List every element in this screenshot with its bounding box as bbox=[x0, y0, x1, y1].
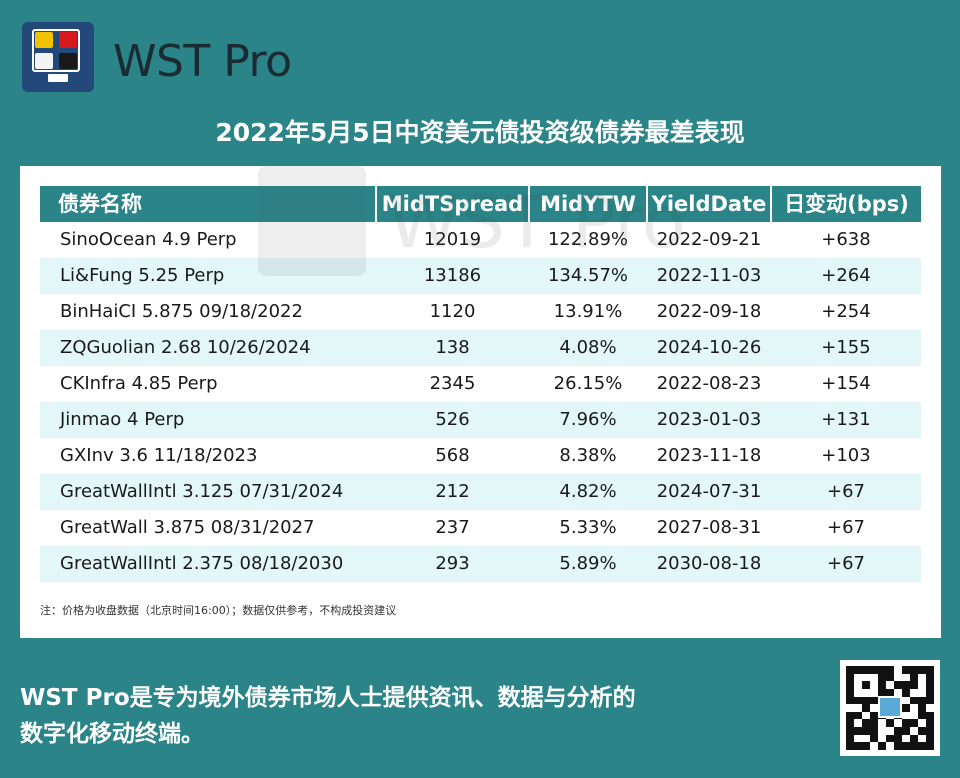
footer-line-2: 数字化移动终端。 bbox=[20, 721, 204, 747]
cell-daily-change: +264 bbox=[771, 258, 921, 294]
table-row: Li&Fung 5.25 Perp 13186 134.57% 2022-11-03 +… bbox=[40, 258, 921, 294]
cell-daily-change: +103 bbox=[821, 445, 871, 466]
cell-midytw: 5.33% bbox=[559, 517, 617, 538]
cell-midytw: 26.15% bbox=[553, 373, 623, 394]
cell-yielddate: 2024-10-26 bbox=[647, 330, 771, 366]
cell-yielddate: 2022-08-23 bbox=[656, 373, 762, 394]
cell-bond-name: SinoOcean 4.9 Perp bbox=[60, 229, 237, 250]
cell-daily-change: +154 bbox=[821, 373, 871, 394]
cell-midtspread: 12019 bbox=[423, 229, 482, 250]
cell-yielddate: 2030-08-18 bbox=[647, 546, 771, 582]
cell-bond-name: BinHaiCI 5.875 09/18/2022 bbox=[60, 301, 303, 322]
page-title: 2022年5月5日中资美元债投资级债券最差表现 bbox=[215, 118, 745, 147]
cell-midtspread: 1120 bbox=[429, 301, 476, 322]
cell-bond-name: GreatWallIntl 2.375 08/18/2030 bbox=[40, 546, 376, 582]
cell-yielddate: 2023-11-18 bbox=[656, 445, 762, 466]
cell-daily-change: +638 bbox=[821, 229, 871, 250]
header-midtspread: MidTSpread bbox=[376, 186, 530, 222]
table-header-row: 债券名称 MidTSpread MidYTW YieldDate 日变动(bps… bbox=[40, 186, 921, 222]
table-row: SinoOcean 4.9 Perp 12019 122.89% 2022-09-21… bbox=[40, 222, 921, 258]
cell-midytw: 122.89% bbox=[547, 229, 629, 250]
cell-bond-name: CKInfra 4.85 Perp bbox=[60, 373, 218, 394]
header-daily-change: 日变动(bps) bbox=[771, 186, 921, 222]
table-row: GXInv 3.6 11/18/2023 568 8.38% 2023-11-18 +1… bbox=[40, 438, 921, 474]
cell-daily-change: +254 bbox=[821, 301, 871, 322]
cell-bond-name: ZQGuolian 2.68 10/26/2024 bbox=[40, 330, 376, 366]
table-row: ZQGuolian 2.68 10/26/2024 138 4.08% 2024-10… bbox=[40, 330, 921, 366]
cell-yielddate: 2022-09-18 bbox=[656, 301, 762, 322]
qr-code-icon bbox=[840, 660, 940, 756]
cell-daily-change: +67 bbox=[771, 546, 921, 582]
cell-midytw: 8.38% bbox=[559, 445, 617, 466]
cell-midtspread: 526 bbox=[376, 402, 529, 438]
cell-midtspread: 293 bbox=[376, 546, 529, 582]
cell-midtspread: 212 bbox=[376, 474, 529, 510]
header-bond-name: 债券名称 bbox=[40, 186, 377, 222]
table-row: CKInfra 4.85 Perp 2345 26.15% 2022-08-23 +15… bbox=[40, 366, 921, 402]
table-row: GreatWallIntl 2.375 08/18/2030 293 5.89% 20… bbox=[40, 546, 921, 582]
footer-text: WST Pro是专为境外债券市场人士提供资讯、数据与分析的 数字化移动终端。 bbox=[20, 680, 800, 752]
cell-daily-change: +155 bbox=[771, 330, 921, 366]
table-row: BinHaiCI 5.875 09/18/2022 1120 13.91% 2022-… bbox=[40, 294, 921, 330]
cell-bond-name: GreatWall 3.875 08/31/2027 bbox=[60, 517, 315, 538]
cell-midtspread: 138 bbox=[376, 330, 529, 366]
cell-yielddate: 2023-01-03 bbox=[647, 402, 771, 438]
cell-midytw: 4.82% bbox=[529, 474, 647, 510]
cell-midytw: 5.89% bbox=[529, 546, 647, 582]
table-row: Jinmao 4 Perp 526 7.96% 2023-01-03 +131 bbox=[40, 402, 921, 438]
cell-midtspread: 237 bbox=[435, 517, 470, 538]
table-row: GreatWallIntl 3.125 07/31/2024 212 4.82% 20… bbox=[40, 474, 921, 510]
cell-midtspread: 568 bbox=[435, 445, 470, 466]
cell-bond-name: GreatWallIntl 3.125 07/31/2024 bbox=[40, 474, 376, 510]
table-card: 债券名称 MidTSpread MidYTW YieldDate 日变动(bps… bbox=[20, 166, 941, 638]
wst-pro-logo-icon bbox=[22, 22, 94, 92]
cell-midytw: 4.08% bbox=[529, 330, 647, 366]
cell-midtspread: 2345 bbox=[429, 373, 476, 394]
cell-daily-change: +67 bbox=[827, 517, 865, 538]
cell-bond-name: Li&Fung 5.25 Perp bbox=[40, 258, 376, 294]
cell-yielddate: 2022-11-03 bbox=[647, 258, 771, 294]
footer-line-1: WST Pro是专为境外债券市场人士提供资讯、数据与分析的 bbox=[20, 685, 636, 711]
cell-midytw: 13.91% bbox=[553, 301, 623, 322]
cell-daily-change: +67 bbox=[771, 474, 921, 510]
cell-bond-name: GXInv 3.6 11/18/2023 bbox=[60, 445, 258, 466]
header-midytw: MidYTW bbox=[529, 186, 648, 222]
header-yielddate: YieldDate bbox=[647, 186, 772, 222]
cell-daily-change: +131 bbox=[771, 402, 921, 438]
cell-midytw: 7.96% bbox=[529, 402, 647, 438]
cell-midytw: 134.57% bbox=[529, 258, 647, 294]
bond-table: 债券名称 MidTSpread MidYTW YieldDate 日变动(bps… bbox=[40, 186, 921, 582]
disclaimer-note: 注：价格为收盘数据（北京时间16:00）；数据仅供参考，不构成投资建议 bbox=[40, 604, 397, 617]
table-row: GreatWall 3.875 08/31/2027 237 5.33% 2027-0… bbox=[40, 510, 921, 546]
cell-yielddate: 2022-09-21 bbox=[656, 229, 762, 250]
cell-midtspread: 13186 bbox=[376, 258, 529, 294]
brand-name: WST Pro bbox=[113, 36, 292, 87]
cell-bond-name: Jinmao 4 Perp bbox=[40, 402, 376, 438]
cell-yielddate: 2027-08-31 bbox=[656, 517, 762, 538]
cell-yielddate: 2024-07-31 bbox=[647, 474, 771, 510]
